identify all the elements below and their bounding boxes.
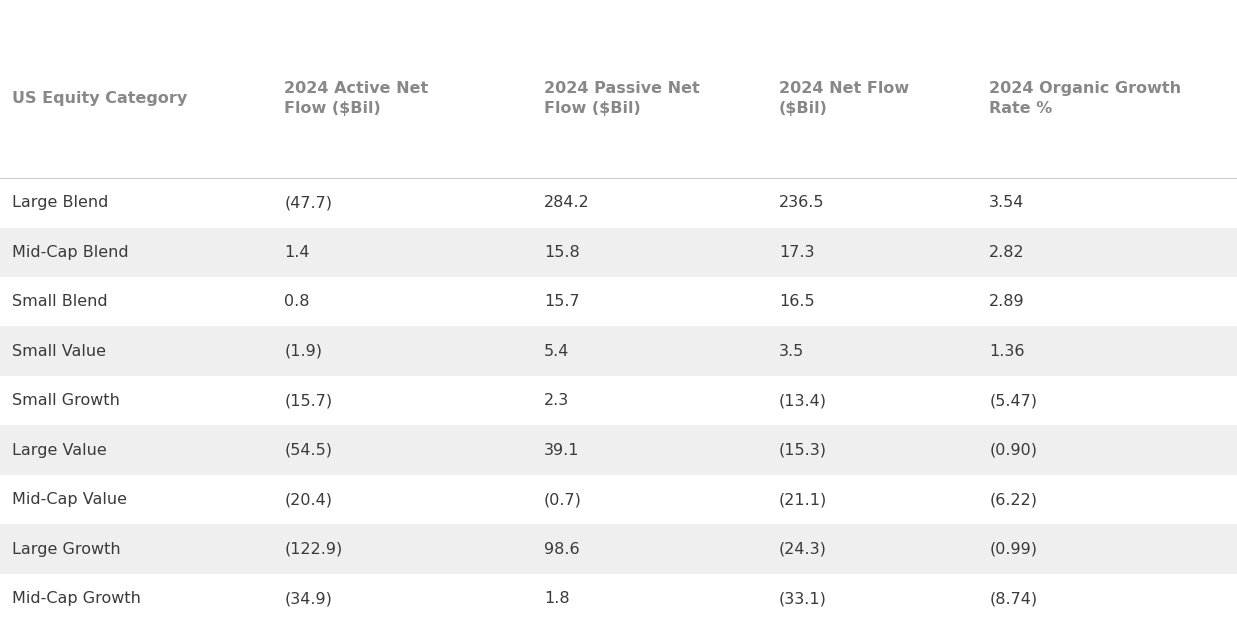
Text: (0.7): (0.7) — [544, 492, 581, 507]
Text: (6.22): (6.22) — [990, 492, 1038, 507]
Text: 2.89: 2.89 — [990, 294, 1025, 309]
Text: (33.1): (33.1) — [779, 591, 828, 606]
Text: (15.3): (15.3) — [779, 443, 828, 458]
Text: Small Blend: Small Blend — [12, 294, 108, 309]
Bar — [0, 524, 1237, 574]
Text: (47.7): (47.7) — [285, 195, 333, 211]
Bar — [0, 228, 1237, 277]
Text: Large Growth: Large Growth — [12, 542, 121, 556]
Text: (24.3): (24.3) — [779, 542, 828, 556]
Bar — [0, 277, 1237, 326]
Text: (8.74): (8.74) — [990, 591, 1038, 606]
Text: 17.3: 17.3 — [779, 245, 814, 259]
Text: 15.8: 15.8 — [544, 245, 580, 259]
Text: (20.4): (20.4) — [285, 492, 333, 507]
Text: 0.8: 0.8 — [285, 294, 310, 309]
Bar — [0, 574, 1237, 623]
Text: Mid-Cap Blend: Mid-Cap Blend — [12, 245, 129, 259]
Bar — [0, 326, 1237, 376]
Text: Small Growth: Small Growth — [12, 393, 120, 408]
Text: 98.6: 98.6 — [544, 542, 580, 556]
Bar — [0, 475, 1237, 524]
Bar — [0, 425, 1237, 475]
Text: (54.5): (54.5) — [285, 443, 333, 458]
Text: 15.7: 15.7 — [544, 294, 580, 309]
Bar — [0, 376, 1237, 425]
Text: 3.5: 3.5 — [779, 343, 804, 359]
Text: (34.9): (34.9) — [285, 591, 333, 606]
Text: (5.47): (5.47) — [990, 393, 1038, 408]
Text: (1.9): (1.9) — [285, 343, 323, 359]
Text: 1.8: 1.8 — [544, 591, 570, 606]
Text: 2.82: 2.82 — [990, 245, 1025, 259]
Text: Large Blend: Large Blend — [12, 195, 109, 211]
Text: (0.90): (0.90) — [990, 443, 1038, 458]
Text: 1.4: 1.4 — [285, 245, 310, 259]
Text: 3.54: 3.54 — [990, 195, 1024, 211]
Bar — [0, 178, 1237, 228]
Text: (15.7): (15.7) — [285, 393, 333, 408]
Text: US Equity Category: US Equity Category — [12, 91, 188, 106]
Text: 16.5: 16.5 — [779, 294, 815, 309]
Text: 2024 Net Flow
($Bil): 2024 Net Flow ($Bil) — [779, 81, 909, 116]
Text: 39.1: 39.1 — [544, 443, 580, 458]
Text: (122.9): (122.9) — [285, 542, 343, 556]
Text: 2024 Active Net
Flow ($Bil): 2024 Active Net Flow ($Bil) — [285, 81, 429, 116]
Text: Small Value: Small Value — [12, 343, 106, 359]
Text: (21.1): (21.1) — [779, 492, 828, 507]
Text: (13.4): (13.4) — [779, 393, 828, 408]
Text: 5.4: 5.4 — [544, 343, 569, 359]
Text: 2024 Passive Net
Flow ($Bil): 2024 Passive Net Flow ($Bil) — [544, 81, 700, 116]
Text: (0.99): (0.99) — [990, 542, 1038, 556]
Text: Mid-Cap Growth: Mid-Cap Growth — [12, 591, 141, 606]
Text: 2024 Organic Growth
Rate %: 2024 Organic Growth Rate % — [990, 81, 1181, 116]
Text: 1.36: 1.36 — [990, 343, 1024, 359]
Text: Mid-Cap Value: Mid-Cap Value — [12, 492, 127, 507]
Text: Large Value: Large Value — [12, 443, 108, 458]
Text: 2.3: 2.3 — [544, 393, 569, 408]
Text: 236.5: 236.5 — [779, 195, 825, 211]
Text: 284.2: 284.2 — [544, 195, 590, 211]
